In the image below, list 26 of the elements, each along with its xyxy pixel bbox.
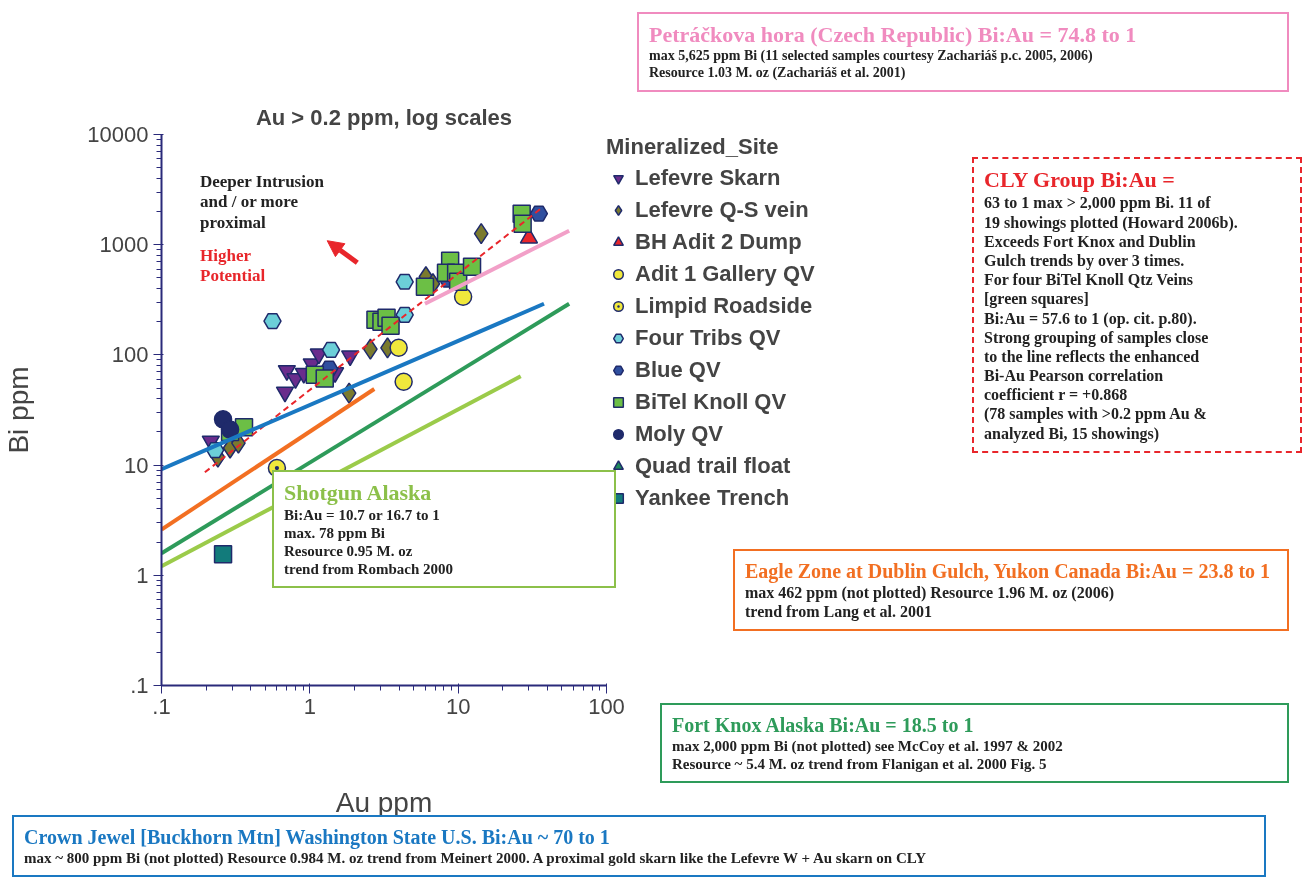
y-axis-title: Bi ppm (3, 366, 35, 454)
y-tick-label: 10000 (87, 122, 149, 147)
legend-label: Lefevre Q-S vein (635, 197, 809, 223)
y-tick-label: 100 (111, 342, 149, 368)
chart-title: Au > 0.2 ppm, log scales (255, 104, 513, 130)
legend-label: Lefevre Skarn (635, 165, 781, 191)
y-tick-label: .1 (130, 673, 149, 698)
x-tick-label: 1 (303, 693, 316, 719)
annotation: Shotgun Alaska Bi:Au = 10.7 or 16.7 to 1 max. 78 ppm Bi Resource 0.95 M. oz trend from Rombach 2000 (284, 480, 455, 579)
legend-label: Limpid Roadside (635, 293, 813, 319)
y-tick-label: 1 (136, 562, 149, 588)
x-axis-title: Au ppm (335, 786, 433, 818)
legend-label: BiTel Knoll QV (635, 389, 787, 415)
x-tick-label: 10 (445, 693, 471, 719)
legend-label: Blue QV (635, 357, 721, 383)
legend-title: Mineralized_Site (606, 134, 780, 160)
legend-label: Yankee Trench (635, 485, 790, 511)
legend-label: BH Adit 2 Dump (635, 229, 802, 255)
legend-label: Four Tribs QV (635, 325, 781, 351)
y-tick-label: 10 (124, 452, 149, 478)
legend-label: Moly QV (635, 421, 724, 447)
legend-label: Adit 1 Gallery QV (635, 261, 815, 287)
x-tick-label: 100 (588, 693, 625, 719)
x-tick-label: .1 (152, 693, 171, 719)
legend-label: Quad trail float (635, 453, 791, 479)
y-tick-label: 1000 (99, 232, 149, 258)
